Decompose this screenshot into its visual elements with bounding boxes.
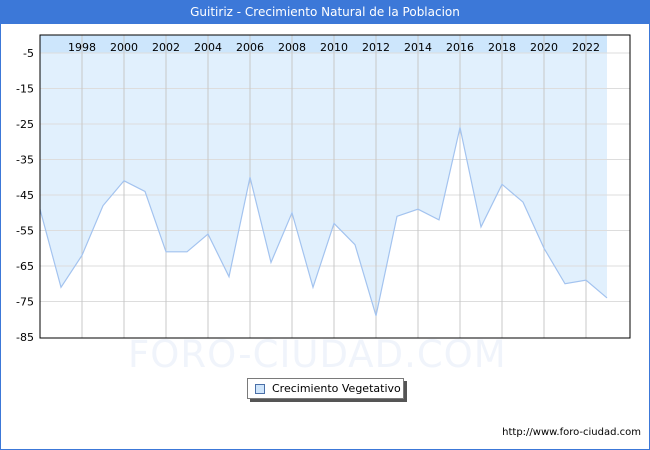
series-line — [39, 127, 608, 316]
x-tick-label: 2016 — [446, 41, 474, 54]
x-tick-label: 2008 — [278, 41, 306, 54]
x-tick-label: 2020 — [530, 41, 558, 54]
y-tick-label: -55 — [16, 225, 34, 238]
y-tick-label: -85 — [16, 331, 34, 344]
area-under-line — [40, 127, 607, 338]
x-tick-label: 2012 — [362, 41, 390, 54]
x-tick-label: 1998 — [68, 41, 96, 54]
legend-swatch-icon — [255, 384, 265, 394]
y-tick-label: -5 — [23, 47, 34, 60]
watermark: FORO-CIUDAD.COM — [128, 333, 507, 376]
x-tick-label: 2010 — [320, 41, 348, 54]
y-tick-label: -65 — [16, 260, 34, 273]
plot-frame — [39, 34, 631, 339]
y-tick-label: -25 — [16, 118, 34, 131]
x-tick-label: 2018 — [488, 41, 516, 54]
y-tick-label: -45 — [16, 189, 34, 202]
legend: Crecimiento Vegetativo — [247, 378, 404, 399]
x-axis-band — [40, 35, 607, 53]
x-tick-label: 2002 — [152, 41, 180, 54]
y-tick-label: -75 — [16, 296, 34, 309]
x-tick-label: 2006 — [236, 41, 264, 54]
chart-title: Guitiriz - Crecimiento Natural de la Pob… — [1, 1, 649, 24]
source-link[interactable]: http://www.foro-ciudad.com — [502, 427, 641, 438]
x-tick-label: 2022 — [572, 41, 600, 54]
x-tick-label: 2000 — [110, 41, 138, 54]
legend-label: Crecimiento Vegetativo — [272, 382, 401, 395]
y-tick-label: -35 — [16, 154, 34, 167]
y-tick-label: -15 — [16, 83, 34, 96]
x-tick-label: 2004 — [194, 41, 222, 54]
x-tick-label: 2014 — [404, 41, 432, 54]
